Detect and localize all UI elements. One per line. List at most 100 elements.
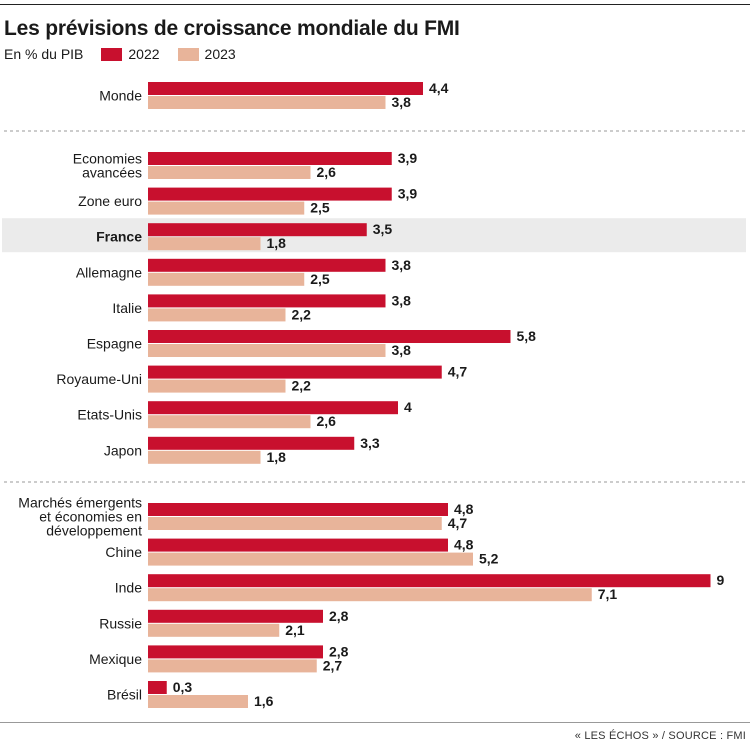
data-label-2023: 2,2 — [292, 378, 312, 394]
data-label-2022: 3,8 — [392, 257, 412, 273]
subtitle-legend-row: En % du PIB 2022 2023 — [4, 46, 236, 62]
category-label: France — [96, 229, 142, 245]
chart-title: Les prévisions de croissance mondiale du… — [4, 17, 460, 40]
bar-2023 — [148, 588, 592, 602]
category-label-line: et économies en — [39, 509, 142, 525]
data-label-2022: 3,5 — [373, 221, 393, 237]
data-label-2022: 2,8 — [329, 608, 349, 624]
bar-2023 — [148, 552, 473, 566]
data-label-2022: 4,7 — [448, 364, 468, 380]
data-label-2023: 1,6 — [254, 693, 274, 709]
category-label-line: Monde — [99, 88, 142, 104]
data-label-2022: 3,9 — [398, 150, 418, 166]
legend-swatch-2022 — [101, 47, 123, 61]
category-label: Russie — [99, 615, 142, 631]
data-label-2022: 3,8 — [392, 292, 412, 308]
bottom-rule — [0, 722, 750, 723]
category-label-line: Espagne — [87, 336, 142, 352]
category-label-line: Inde — [115, 580, 142, 596]
bar-2023 — [148, 450, 261, 464]
category-label-line: Economies — [73, 151, 142, 167]
bar-2022 — [148, 294, 386, 308]
category-label-line: Marchés émergents — [18, 495, 142, 511]
chart-subtitle: En % du PIB — [4, 46, 84, 62]
bar-2022 — [148, 187, 392, 201]
bar-2023 — [148, 166, 311, 179]
category-label: Chine — [105, 544, 142, 560]
bar-2023 — [148, 272, 305, 286]
bar-2023 — [148, 415, 311, 429]
bar-2022 — [148, 258, 386, 272]
data-label-2023: 3,8 — [392, 94, 412, 110]
legend-item-2022: 2022 — [101, 46, 160, 62]
category-label-line: Brésil — [107, 687, 142, 703]
data-label-2023: 7,1 — [598, 586, 618, 602]
bar-2022 — [148, 574, 711, 588]
bar-2022 — [148, 82, 423, 95]
data-label-2022: 5,8 — [517, 328, 537, 344]
category-label-line: France — [96, 229, 142, 245]
legend-swatch-2023 — [177, 47, 199, 61]
bar-2023 — [148, 623, 280, 637]
bar-2022 — [148, 330, 511, 343]
category-label: Marchés émergents et économies en développ… — [18, 495, 142, 539]
data-label-2022: 4,8 — [454, 501, 474, 517]
data-label-2023: 2,7 — [323, 657, 343, 673]
data-label-2023: 2,5 — [310, 200, 330, 216]
category-label-line: Russie — [99, 615, 142, 631]
data-label-2022: 4,4 — [429, 80, 449, 96]
data-label-2023: 4,7 — [448, 515, 468, 531]
data-label-2022: 2,8 — [329, 643, 349, 659]
category-label: Economies avancées — [73, 151, 142, 181]
category-label: Brésil — [107, 687, 142, 703]
bar-2022 — [148, 152, 392, 165]
data-label-2022: 9 — [717, 572, 725, 588]
bar-2023 — [148, 201, 305, 215]
category-label: Mexique — [89, 651, 142, 667]
category-label: Zone euro — [78, 193, 142, 209]
bar-2023 — [148, 308, 286, 322]
bar-2023 — [148, 695, 248, 708]
data-label-2023: 2,2 — [292, 306, 312, 322]
category-label-line: Etats-Unis — [77, 407, 142, 423]
data-label-2023: 2,6 — [317, 164, 337, 180]
category-label: Monde — [99, 88, 142, 104]
data-label-2022: 0,3 — [173, 679, 193, 695]
data-label-2023: 2,6 — [317, 413, 337, 429]
bar-2023 — [148, 659, 317, 673]
data-label-2022: 3,9 — [398, 186, 418, 202]
category-label: Allemagne — [76, 264, 142, 280]
highlight-band — [2, 218, 746, 253]
bar-2022 — [148, 223, 367, 237]
bar-2022 — [148, 645, 323, 659]
bar-2023 — [148, 237, 261, 251]
bar-2022 — [148, 503, 448, 516]
bar-2023 — [148, 379, 286, 393]
bar-2022 — [148, 681, 167, 694]
bar-2023 — [148, 96, 386, 109]
category-label-line: avancées — [82, 165, 142, 181]
category-label-line: Mexique — [89, 651, 142, 667]
bar-2022 — [148, 538, 448, 552]
data-label-2022: 4 — [404, 399, 412, 415]
legend-item-2023: 2023 — [177, 46, 236, 62]
category-label: Inde — [115, 580, 142, 596]
bar-2022 — [148, 436, 355, 450]
top-rule — [0, 4, 750, 5]
legend-label-2022: 2022 — [128, 46, 160, 62]
category-label-line: Japon — [104, 442, 142, 458]
category-label: Royaume-Uni — [56, 371, 142, 387]
category-label-line: développement — [46, 523, 142, 539]
bar-2023 — [148, 517, 442, 530]
category-label: Espagne — [87, 336, 142, 352]
legend-label-2023: 2023 — [204, 46, 236, 62]
bar-2023 — [148, 344, 386, 357]
category-label-line: Allemagne — [76, 264, 142, 280]
bar-2022 — [148, 609, 323, 623]
category-label: Japon — [104, 442, 142, 458]
data-label-2023: 5,2 — [479, 551, 499, 567]
data-label-2023: 1,8 — [267, 449, 287, 465]
category-label: Etats-Unis — [77, 407, 142, 423]
category-label-line: Chine — [105, 544, 142, 560]
